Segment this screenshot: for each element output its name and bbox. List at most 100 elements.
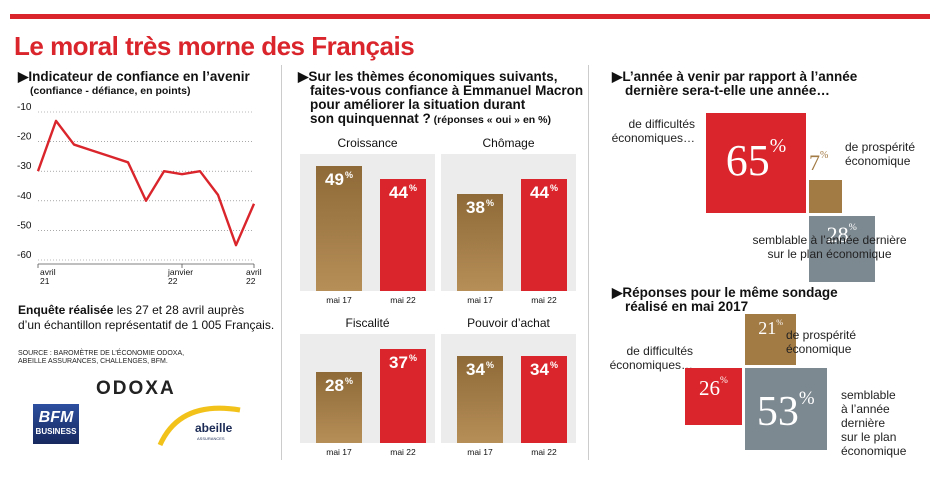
p2-similar-label-l3: dernière (841, 416, 886, 430)
bar-x-label-0-1: mai 22 (390, 295, 416, 305)
bar-question-line2: faites-vous confiance à Emmanuel Macron (310, 83, 584, 98)
squares-2022-title-line1: ▶L’année à venir par rapport à l’année (612, 69, 858, 84)
p1-similar-label: semblable à l’année dernière sur le plan … (752, 233, 907, 261)
p1-similar-value: 28% (826, 221, 857, 247)
y-tick-label-0: -10 (17, 102, 32, 113)
bar-0-0: 49% (316, 166, 362, 291)
x-tick-label-1-1: 22 (168, 276, 178, 286)
p2-prosperity-label: de prospérité économique (786, 328, 856, 356)
survey-note: Enquête réalisée les 27 et 28 avril aupr… (18, 303, 244, 318)
bar-x-label-2-0: mai 17 (326, 447, 352, 457)
y-tick-label-1: -20 (17, 132, 32, 143)
p2-similar-label-l2: à l’année (841, 402, 890, 416)
bar-value-label-1-1: 44% (530, 182, 558, 202)
abeille-logo-subtext: ASSURANCES (197, 436, 225, 441)
squares-2017-title-line1: ▶Réponses pour le même sondage (612, 285, 838, 300)
y-tick-label-5: -60 (17, 250, 32, 261)
bar-question-line4: son quinquennat ? (réponses « oui » en %… (310, 111, 551, 126)
p1-difficult-value-text: 65 (725, 136, 770, 185)
bar-question-line3: pour améliorer la situation durant (310, 97, 526, 112)
bfm-business-logo: BFM BUSINESS (33, 404, 79, 444)
bar-group-title-3: Pouvoir d’achat (467, 316, 550, 330)
p1-prosperity-value: 7% (808, 150, 829, 176)
line-chart-subtitle: (confiance - défiance, en points) (30, 85, 191, 97)
bar-x-label-1-1: mai 22 (531, 295, 557, 305)
p1-similar-label-l2: sur le plan économique (767, 247, 892, 261)
bar-value-label-0-1: 44% (389, 182, 417, 202)
p1-difficult-value: 65% (725, 135, 787, 185)
p2-similar-value-text: 53 (756, 389, 799, 435)
p1-square-prosperity (808, 180, 842, 213)
odoxa-logo: ODOXA (96, 378, 176, 399)
bar-x-label-3-1: mai 22 (531, 447, 557, 457)
p1-similar-label-l1: semblable à l’année dernière (752, 233, 907, 247)
line-chart-y-axis: -10 -20 -30 -40 -50 -60 (17, 102, 32, 261)
x-tick-label-0-1: 21 (40, 276, 50, 286)
divider-left (281, 65, 282, 460)
p2-prosperity-value-text: 21 (758, 317, 777, 338)
bar-2-1: 37% (380, 348, 426, 443)
x-tick-label-0-0: avril (40, 267, 56, 277)
bar-x-label-1-0: mai 17 (467, 295, 493, 305)
bar-1-1: 44% (521, 178, 567, 291)
confidence-series-line (36, 119, 256, 247)
bar-group-title-2: Fiscalité (345, 316, 390, 330)
bar-3-0: 34% (457, 356, 503, 443)
bar-value-label-3-1: 34% (530, 360, 558, 380)
p2-square-prosperity: 21% (745, 313, 797, 365)
survey-note-bold: Enquête réalisée (18, 303, 114, 317)
bar-group-title-0: Croissance (337, 136, 398, 150)
bar-question-line1: ▶Sur les thèmes économiques suivants, (298, 69, 558, 84)
p2-prosperity-value: 21% (758, 317, 784, 338)
survey-note-rest: les 27 et 28 avril auprès (113, 303, 245, 317)
source-line-1: SOURCE : BAROMÈTRE DE L’ÉCONOMIE ODOXA, (18, 350, 185, 357)
p1-difficult-label: de difficultés économiques… (610, 117, 695, 145)
bar-question-last: son quinquennat ? (310, 111, 431, 126)
bar-x-label-3-0: mai 17 (467, 447, 493, 457)
p2-square-difficult: 26% (684, 368, 742, 426)
p2-similar-label: semblable à l’année dernière sur le plan… (841, 388, 906, 458)
p2-similar-label-l1: semblable (841, 388, 896, 402)
p1-similar-value-text: 28 (826, 221, 849, 247)
p2-prosperity-label-l1: de prospérité (786, 328, 857, 342)
bar-value-label-2-0: 28% (325, 375, 353, 395)
p2-difficult-value-text: 26 (699, 376, 720, 400)
bar-value-label-3-0: 34% (466, 360, 494, 380)
bfm-logo-subtext: BUSINESS (35, 427, 77, 436)
p1-prosperity-label-l1: de prospérité (845, 140, 916, 154)
infographic-title: Le moral très morne des Français (14, 31, 415, 61)
y-tick-label-3: -40 (17, 191, 32, 202)
bar-value-label-1-0: 38% (466, 198, 494, 218)
line-chart-grid (38, 111, 254, 261)
y-tick-label-4: -50 (17, 220, 32, 231)
survey-note-line2: d’un échantillon représentatif de 1 005 … (18, 318, 275, 332)
p2-similar-label-l5: économique (841, 444, 907, 458)
abeille-logo: abeille ASSURANCES (157, 405, 241, 447)
divider-right (588, 65, 589, 460)
p1-difficult-label-l2: économiques… (611, 131, 695, 145)
p2-difficult-value: 26% (699, 376, 728, 400)
bar-0-1: 44% (380, 178, 426, 291)
squares-2017-title-line2: réalisé en mai 2017 (625, 299, 749, 314)
p1-square-difficult: 65% (706, 113, 806, 213)
squares-2022-title-line2: dernière sera-t-elle une année… (625, 83, 830, 98)
p2-square-similar: 53% (745, 368, 827, 450)
bar-3-1: 34% (521, 356, 567, 443)
x-tick-label-2-0: avril (246, 267, 262, 277)
p2-similar-label-l4: sur le plan (841, 430, 897, 444)
bar-group-title-1: Chômage (482, 136, 535, 150)
p2-difficult-label: de difficultés économiques… (605, 344, 693, 372)
bar-x-label-2-1: mai 22 (390, 447, 416, 457)
p1-prosperity-label: de prospérité économique (845, 140, 915, 168)
p2-prosperity-label-l2: économique (786, 342, 852, 356)
top-accent-bar (10, 14, 930, 19)
bar-2-0: 28% (316, 371, 362, 443)
p1-difficult-label-l1: de difficultés (628, 117, 696, 131)
bar-value-label-0-0: 49% (325, 170, 353, 190)
bar-1-0: 38% (457, 194, 503, 291)
bar-value-label-2-1: 37% (389, 352, 417, 372)
p1-prosperity-label-l2: économique (845, 154, 911, 168)
p2-similar-value: 53% (756, 388, 815, 435)
x-tick-label-1-0: janvier (167, 267, 193, 277)
